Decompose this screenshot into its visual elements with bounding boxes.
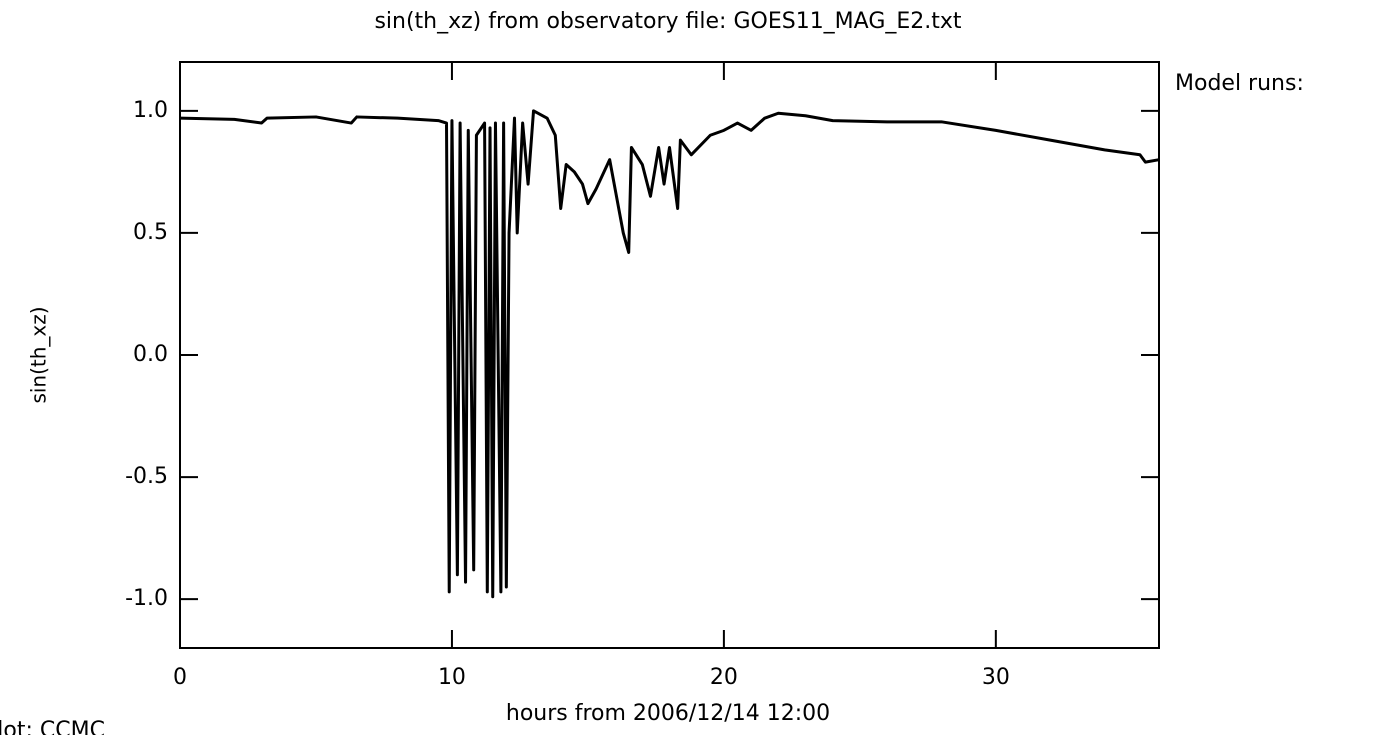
- chart-title: sin(th_xz) from observatory file: GOES11…: [374, 9, 961, 34]
- y-tick-label: -0.5: [125, 464, 168, 489]
- x-tick-label: 0: [173, 665, 187, 690]
- y-tick-label: 0.5: [133, 220, 168, 245]
- y-tick-label: -1.0: [125, 586, 168, 611]
- x-tick-label: 20: [710, 665, 738, 690]
- legend-title: Model runs:: [1175, 71, 1304, 96]
- data-line: [179, 109, 1160, 599]
- footer: Plot: CCMC: [0, 718, 105, 735]
- x-tick-label: 10: [438, 665, 466, 690]
- y-tick-label: 0.0: [133, 342, 168, 367]
- x-axis-label: hours from 2006/12/14 12:00: [506, 701, 830, 726]
- x-tick-label: 30: [982, 665, 1010, 690]
- y-tick-label: 1.0: [133, 98, 168, 123]
- y-axis-label: sin(th_xz): [27, 306, 51, 403]
